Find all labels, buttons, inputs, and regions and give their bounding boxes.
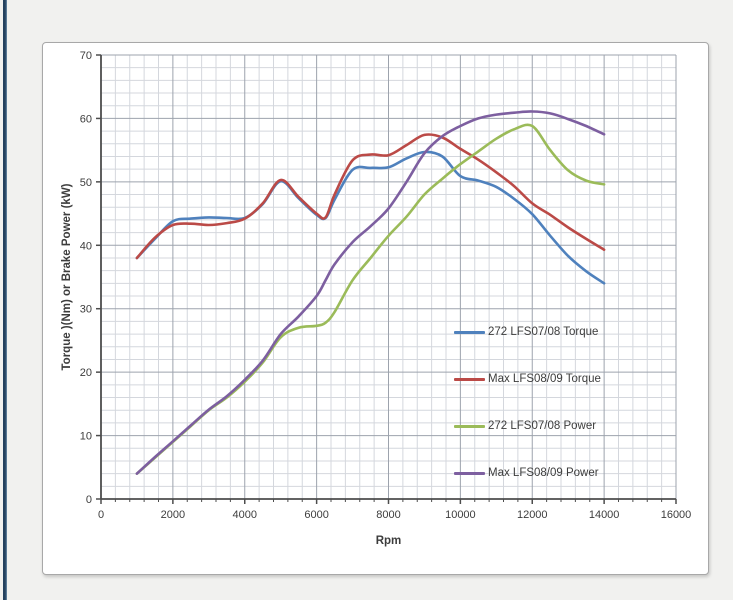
x-tick-label: 0 [98, 509, 104, 521]
y-tick-label: 60 [80, 113, 92, 125]
chart-canvas: 0 2000 4000 6000 8000 10000 12000 14000 16000 0 10… [80, 50, 692, 521]
x-tick-label: 2000 [161, 509, 185, 521]
x-tick-label: 4000 [233, 509, 257, 521]
series-line-max-lfs08-09-power [135, 110, 606, 475]
y-tick-label: 50 [80, 177, 92, 189]
chart-panel: 0 2000 4000 6000 8000 10000 12000 14000 16000 0 10… [42, 42, 709, 575]
y-tick-label: 40 [80, 240, 92, 252]
legend-line-swatch [454, 377, 485, 381]
x-tick-label: 8000 [376, 509, 400, 521]
y-tick-label: 0 [86, 494, 92, 506]
x-axis-title: Rpm [375, 535, 402, 547]
x-tick-label: 14000 [589, 509, 620, 521]
legend-line-swatch [454, 424, 485, 428]
legend-label: Max LFS08/09 Power [488, 467, 599, 479]
legend-line-swatch [454, 471, 485, 475]
x-tick-label: 12000 [517, 509, 548, 521]
y-tick-label: 30 [80, 304, 92, 316]
x-tick-label: 6000 [304, 509, 328, 521]
legend-line-swatch [454, 330, 485, 334]
x-tick-label: 16000 [661, 509, 692, 521]
legend-item-max-power: Max LFS08/09 Power [454, 465, 599, 481]
left-edge-bar [3, 0, 7, 600]
legend-label: 272 LFS07/08 Torque [488, 326, 599, 338]
legend-label: 272 LFS07/08 Power [488, 420, 597, 432]
legend-label: Max LFS08/09 Torque [488, 373, 601, 385]
x-tick-label: 10000 [445, 509, 476, 521]
y-axis-title: Torque )(Nm) or Brake Power (kW) [61, 183, 73, 371]
series-line-max-lfs08-09-torque [135, 133, 606, 260]
legend-item-272-power: 272 LFS07/08 Power [454, 418, 596, 434]
y-tick-label: 20 [80, 367, 92, 379]
y-tick-label: 70 [80, 50, 92, 62]
series-line-272-lfs07-08-torque [135, 150, 606, 285]
y-tick-label: 10 [80, 431, 92, 443]
legend-item-max-torque: Max LFS08/09 Torque [454, 371, 601, 387]
legend-item-272-torque: 272 LFS07/08 Torque [454, 324, 598, 340]
